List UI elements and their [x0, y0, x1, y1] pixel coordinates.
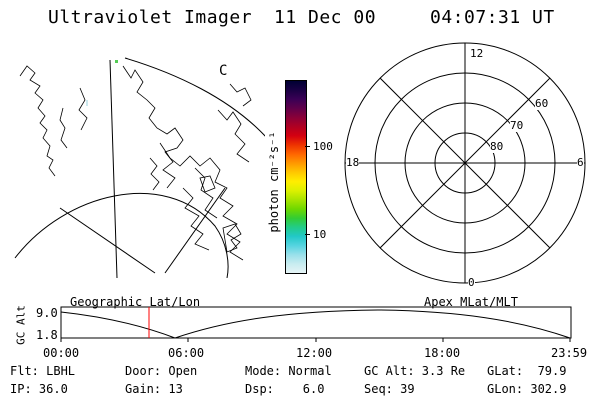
map-corner-label: C — [219, 63, 227, 79]
colorbar-tick-label: 100 — [313, 140, 333, 153]
altitude-curve — [60, 309, 571, 339]
coastline — [19, 65, 56, 177]
header-date: 11 Dec 00 — [274, 7, 377, 28]
coastline — [182, 187, 210, 251]
dsp-readout: Dsp: 6.0 — [245, 382, 325, 396]
coastline — [78, 87, 88, 131]
polar-mlt-plot — [344, 42, 586, 284]
timeline-xtick-label: 00:00 — [43, 346, 80, 360]
latitude-arc-inner — [14, 193, 229, 278]
mlt-label-12: 12 — [470, 47, 484, 60]
coastline — [199, 175, 216, 193]
glon-readout: GLon: 302.9 — [487, 382, 567, 396]
timeline-left-title: Geographic Lat/Lon — [70, 295, 201, 309]
emission-pixel — [115, 60, 118, 63]
timeline-ylabel: GC Alt — [14, 305, 28, 345]
timeline-xtick-label: 12:00 — [296, 346, 333, 360]
door-readout: Door: Open — [125, 364, 198, 378]
ip-readout: IP: 36.0 — [10, 382, 68, 396]
coastline — [122, 65, 184, 189]
timeline-xtick-label: 06:00 — [168, 346, 205, 360]
latitude-arc-outer — [124, 57, 265, 137]
mlt-line-diagonal — [379, 77, 551, 249]
coastline — [194, 167, 218, 219]
mode-readout: Mode: Normal — [245, 364, 332, 378]
lat-label-70: 70 — [510, 119, 524, 132]
colorbar-unit-label: photon cm⁻²s⁻¹ — [267, 131, 281, 233]
coastline — [149, 157, 160, 191]
meridian-line — [109, 59, 118, 278]
timeline-frame — [60, 306, 572, 339]
emission-pixel — [86, 100, 88, 106]
colorbar-tick — [305, 146, 310, 147]
mlt-label-6: 6 — [577, 156, 584, 169]
filter-readout: Flt: LBHL — [10, 364, 76, 378]
lat-label-80: 80 — [490, 140, 504, 153]
header-time: 04:07:31 UT — [430, 7, 555, 28]
coastline — [159, 142, 244, 261]
glat-readout: GLat: 79.9 — [487, 364, 567, 378]
instrument-title: Ultraviolet Imager — [48, 7, 253, 28]
map-diagonal — [59, 207, 156, 274]
coastline — [222, 223, 242, 253]
altitude-timeline — [60, 306, 572, 342]
timeline-right-title: Apex MLat/MLT — [424, 295, 518, 309]
map-diagonal — [164, 187, 226, 274]
seq-readout: Seq: 39 — [364, 382, 415, 396]
mlt-label-18: 18 — [346, 156, 360, 169]
lat-label-60: 60 — [535, 97, 549, 110]
colorbar-gradient — [286, 81, 306, 273]
mlt-label-0: 0 — [468, 276, 475, 289]
gc-alt-readout: GC Alt: 3.3 Re — [364, 364, 466, 378]
timeline-xtick-label: 18:00 — [424, 346, 461, 360]
gain-readout: Gain: 13 — [125, 382, 183, 396]
geographic-map: C — [14, 57, 265, 278]
timeline-xtick-label: 23:59 — [551, 346, 588, 360]
coastline — [59, 107, 68, 149]
colorbar-tick-label: 10 — [313, 228, 327, 241]
timeline-ytick: 9.0 — [36, 306, 58, 320]
colorbar-tick — [305, 234, 310, 235]
colorbar — [285, 80, 307, 274]
timeline-ytick: 1.8 — [36, 328, 58, 342]
coastline — [229, 83, 252, 107]
coastline — [217, 109, 250, 163]
